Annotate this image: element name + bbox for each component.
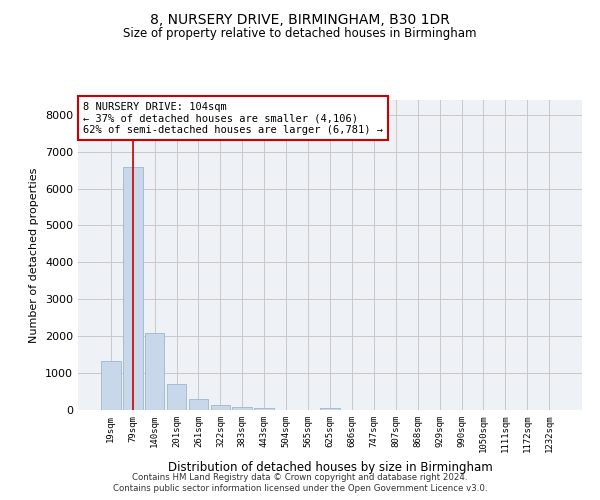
Bar: [101, 362, 121, 410]
Text: Size of property relative to detached houses in Birmingham: Size of property relative to detached ho…: [123, 28, 477, 40]
Bar: [254, 408, 274, 410]
Bar: [211, 405, 230, 410]
Bar: [320, 408, 340, 410]
Text: Contains public sector information licensed under the Open Government Licence v3: Contains public sector information licen…: [113, 484, 487, 493]
Text: 8, NURSERY DRIVE, BIRMINGHAM, B30 1DR: 8, NURSERY DRIVE, BIRMINGHAM, B30 1DR: [150, 12, 450, 26]
Bar: [145, 333, 164, 410]
Bar: [167, 384, 187, 410]
Text: 8 NURSERY DRIVE: 104sqm
← 37% of detached houses are smaller (4,106)
62% of semi: 8 NURSERY DRIVE: 104sqm ← 37% of detache…: [83, 102, 383, 134]
Bar: [232, 406, 252, 410]
X-axis label: Distribution of detached houses by size in Birmingham: Distribution of detached houses by size …: [167, 461, 493, 474]
Text: Contains HM Land Registry data © Crown copyright and database right 2024.: Contains HM Land Registry data © Crown c…: [132, 472, 468, 482]
Bar: [123, 167, 143, 410]
Y-axis label: Number of detached properties: Number of detached properties: [29, 168, 40, 342]
Bar: [188, 400, 208, 410]
